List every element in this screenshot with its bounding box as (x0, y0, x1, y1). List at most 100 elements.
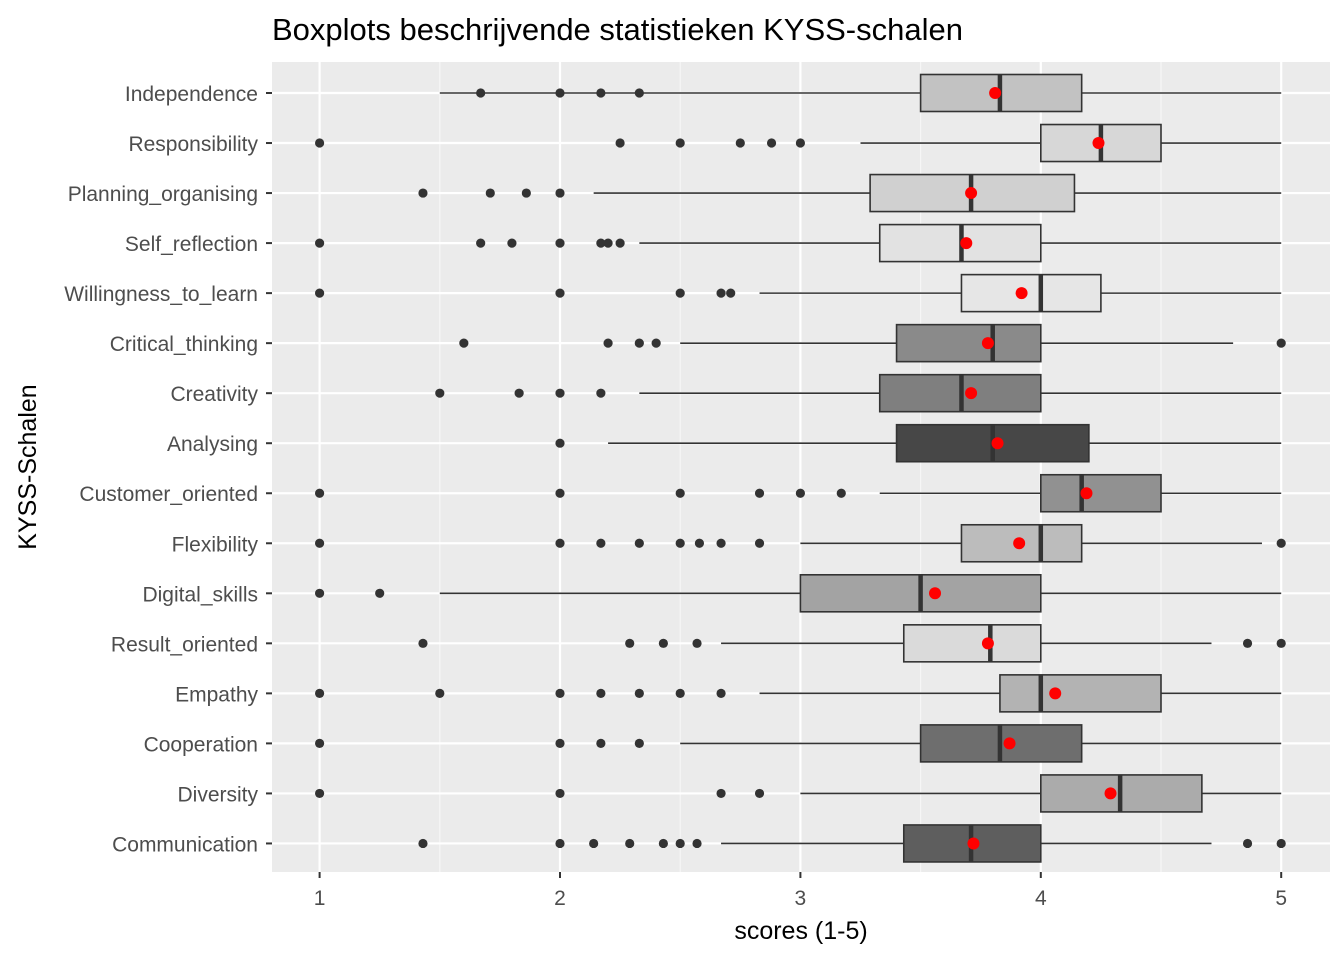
outlier-point (694, 538, 705, 548)
outlier-point (555, 738, 565, 748)
x-tick-label: 3 (795, 887, 807, 910)
mean-point (929, 587, 942, 600)
outlier-point (555, 688, 565, 698)
boxplot-critical-thinking (459, 323, 1286, 363)
boxplot-responsibility (315, 123, 1282, 163)
outlier-point (555, 288, 565, 298)
boxplot-customer-oriented (315, 473, 1282, 513)
mean-point (967, 837, 980, 850)
outlier-point (795, 138, 806, 148)
outlier-point (596, 538, 606, 548)
mean-point (991, 437, 1004, 450)
mean-point (965, 187, 978, 200)
boxplot-planning-organising (418, 173, 1282, 213)
outlier-point (596, 88, 606, 98)
outlier-point (675, 288, 685, 298)
x-tick-label: 5 (1275, 887, 1287, 910)
mean-point (981, 337, 994, 350)
y-tick-label: Independence (125, 83, 258, 106)
outlier-point (615, 138, 625, 148)
y-tick-label: Flexibility (172, 533, 259, 556)
boxes (315, 73, 1286, 863)
boxplot-digital-skills (315, 573, 1282, 613)
mean-point (1003, 737, 1016, 750)
outlier-point (435, 688, 445, 698)
outlier-point (459, 338, 469, 348)
mean-point (1013, 537, 1026, 550)
outlier-point (675, 838, 685, 849)
outlier-point (615, 238, 625, 248)
outlier-point (716, 688, 726, 698)
y-tick-label: Creativity (170, 383, 258, 406)
outlier-point (634, 538, 644, 548)
y-tick-label: Analysing (167, 433, 258, 456)
outlier-point (795, 488, 806, 498)
outlier-point (596, 238, 606, 248)
mean-point (989, 87, 1002, 99)
outlier-point (555, 488, 565, 498)
mean-point (1080, 487, 1093, 500)
y-tick-label: Willingness_to_learn (64, 283, 258, 306)
outlier-point (726, 288, 736, 298)
boxplot-self-reflection (315, 223, 1282, 263)
boxplot-diversity (315, 774, 1282, 813)
outlier-point (735, 138, 745, 148)
boxplot-independence (439, 73, 1282, 113)
outlier-point (634, 338, 644, 348)
y-tick-label: Diversity (177, 783, 258, 806)
outlier-point (675, 138, 685, 148)
outlier-point (716, 538, 726, 548)
mean-point (965, 387, 978, 400)
outlier-point (315, 238, 325, 248)
iqr-box (1040, 473, 1162, 513)
outlier-point (418, 838, 428, 849)
y-tick-label: Cooperation (144, 733, 258, 756)
outlier-point (514, 388, 524, 398)
outlier-point (485, 188, 495, 198)
outlier-point (754, 788, 765, 799)
mean-point (1104, 787, 1117, 800)
y-tick-label: Responsibility (128, 133, 258, 156)
outlier-point (754, 488, 765, 498)
outlier-point (675, 688, 685, 698)
outlier-point (634, 738, 644, 748)
outlier-point (418, 188, 428, 198)
x-axis-title: scores (1-5) (734, 917, 867, 945)
outlier-point (1276, 838, 1286, 849)
mean-point (1092, 137, 1105, 150)
outlier-point (589, 838, 599, 849)
outlier-point (1276, 338, 1286, 348)
outlier-point (754, 538, 765, 548)
outlier-point (555, 538, 565, 548)
outlier-point (596, 738, 606, 748)
y-axis-title: KYSS-Schalen (14, 384, 42, 549)
mean-point (1049, 687, 1062, 700)
outlier-point (1242, 638, 1253, 648)
outlier-point (315, 488, 325, 498)
outlier-point (603, 338, 613, 348)
outlier-point (716, 288, 726, 298)
mean-point (1015, 287, 1028, 300)
y-tick-label: Critical_thinking (110, 333, 258, 356)
outlier-point (836, 488, 846, 498)
outlier-point (315, 788, 325, 799)
outlier-point (766, 138, 777, 148)
boxplot-analysing (555, 423, 1282, 463)
outlier-point (476, 238, 486, 248)
iqr-box (960, 273, 1102, 313)
x-axis-ticks: 1 2 3 4 5 (314, 872, 1287, 910)
outlier-point (315, 288, 325, 298)
outlier-point (634, 688, 644, 698)
x-tick-label: 1 (314, 887, 326, 910)
boxplot-empathy (315, 674, 1282, 713)
outlier-point (315, 538, 325, 548)
y-tick-label: Result_oriented (111, 633, 258, 656)
outlier-point (651, 338, 661, 348)
outlier-point (435, 388, 445, 398)
chart-title: Boxplots beschrijvende statistieken KYSS… (272, 12, 963, 47)
outlier-point (555, 188, 565, 198)
outlier-point (555, 838, 565, 849)
boxplot-result-oriented (418, 624, 1286, 663)
outlier-point (625, 638, 635, 648)
x-tick-label: 2 (554, 887, 566, 910)
